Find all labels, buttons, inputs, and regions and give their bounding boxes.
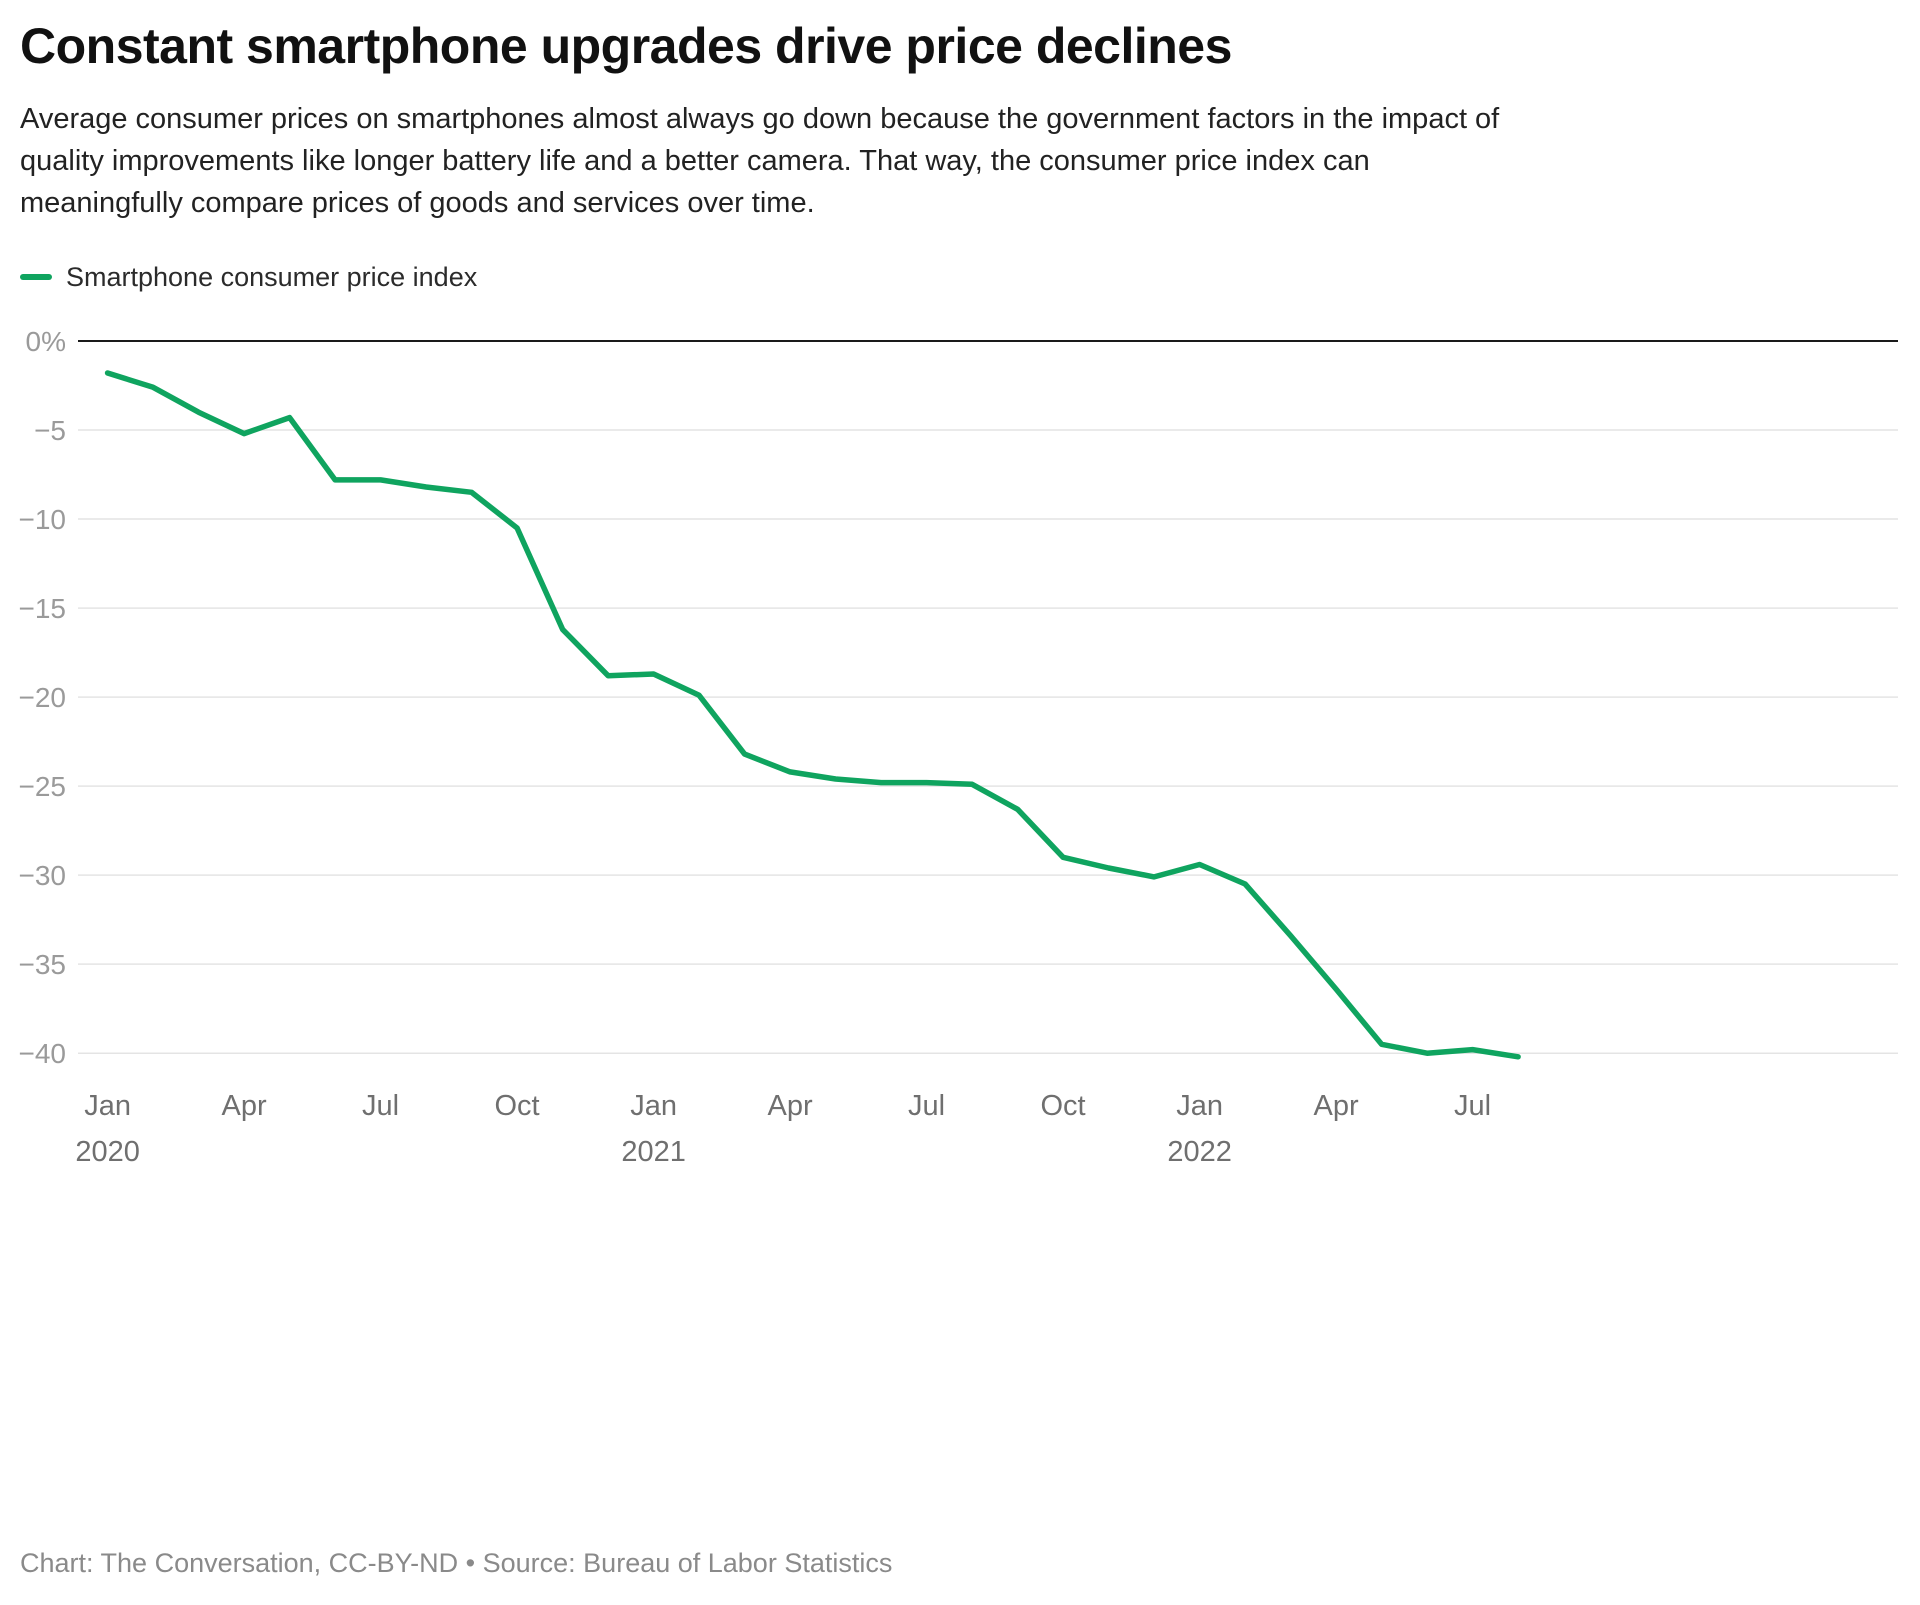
chart-subtitle: Average consumer prices on smartphones a… <box>20 102 1500 219</box>
x-tick-label: Oct <box>1041 1090 1086 1122</box>
y-tick-label: −30 <box>19 860 67 891</box>
y-tick-label: −40 <box>19 1038 67 1069</box>
y-tick-label: 0% <box>26 326 66 357</box>
chart-title: Constant smartphone upgrades drive price… <box>20 18 1232 74</box>
y-tick-label: −25 <box>19 771 67 802</box>
x-tick-label: Apr <box>1314 1090 1359 1122</box>
legend-label: Smartphone consumer price index <box>66 261 478 292</box>
x-tick-label: Apr <box>222 1090 267 1122</box>
chart-svg: 0% −5 −10 −15 −20 −25 −30 −35 −40 Jan 2020 Apr Jul Oc… <box>19 326 1898 1168</box>
x-tick-label: Jul <box>362 1090 399 1122</box>
y-tick-label: −5 <box>34 415 66 446</box>
y-tick-label: −35 <box>19 949 67 980</box>
x-tick-year-label: 2020 <box>75 1136 140 1168</box>
x-tick-label: Jan <box>1176 1090 1223 1122</box>
x-tick-label: Jan <box>630 1090 677 1122</box>
x-tick-label: Jul <box>908 1090 945 1122</box>
legend-line-swatch <box>20 274 52 281</box>
legend: Smartphone consumer price index <box>20 262 1900 293</box>
x-tick-label: Jan <box>84 1090 131 1122</box>
x-tick-year-label: 2022 <box>1167 1136 1232 1168</box>
x-tick-year-label: 2021 <box>621 1136 686 1168</box>
x-tick-label: Jul <box>1454 1090 1491 1122</box>
x-tick-label: Apr <box>768 1090 813 1122</box>
price-line <box>104 369 1521 1060</box>
y-tick-label: −15 <box>19 593 67 624</box>
line-chart: 0% −5 −10 −15 −20 −25 −30 −35 −40 Jan 2020 Apr Jul Oc… <box>19 323 1900 1183</box>
x-tick-label: Oct <box>495 1090 540 1122</box>
y-tick-label: −10 <box>19 504 67 535</box>
y-tick-label: −20 <box>19 682 67 713</box>
attribution: Chart: The Conversation, CC-BY-ND • Sour… <box>20 1548 893 1578</box>
